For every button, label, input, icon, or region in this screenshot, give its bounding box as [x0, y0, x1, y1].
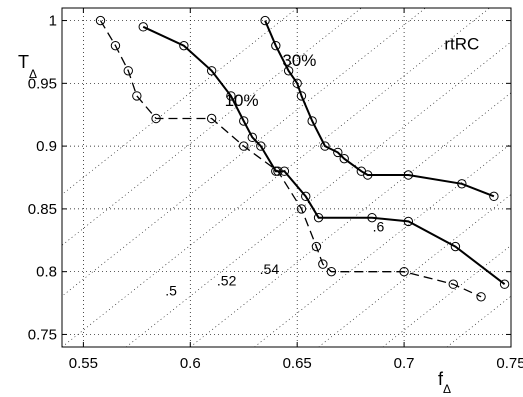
data-point	[110, 40, 121, 51]
data-point	[339, 153, 349, 164]
x-axis-label: fΔ	[438, 369, 451, 396]
y-tick-label: 1	[49, 13, 57, 30]
data-point	[499, 279, 510, 289]
data-point	[367, 212, 377, 223]
data-point	[271, 40, 281, 51]
annotation-label: 30%	[282, 51, 316, 70]
data-point	[301, 191, 311, 202]
data-point	[260, 15, 270, 26]
annotation-label: .54	[260, 261, 280, 277]
series-group	[95, 15, 510, 302]
data-point	[279, 166, 290, 176]
data-point	[307, 116, 317, 126]
data-point	[363, 170, 373, 180]
annotation-label: .52	[217, 272, 237, 288]
series-3	[260, 15, 499, 202]
y-tick-label: 0.9	[36, 138, 57, 155]
data-point	[151, 113, 161, 124]
data-point	[403, 170, 414, 180]
y-tick-label: 0.75	[28, 326, 57, 343]
data-point	[403, 216, 414, 227]
data-point	[95, 15, 106, 26]
data-point	[333, 147, 343, 158]
data-point	[226, 91, 236, 101]
data-point	[489, 191, 499, 202]
contour-line	[62, 8, 426, 297]
y-tick-label: 0.8	[36, 264, 57, 281]
data-point	[457, 179, 467, 189]
x-tick-label: 0.65	[283, 355, 312, 372]
contour-lines	[62, 8, 511, 347]
x-tick-label: 0.55	[69, 355, 98, 372]
series-line	[264, 20, 495, 198]
series-2	[138, 22, 510, 289]
data-point	[399, 266, 409, 277]
data-point	[450, 241, 461, 252]
data-point	[296, 91, 307, 101]
plot-frame	[61, 7, 512, 348]
grid	[62, 8, 511, 347]
data-point	[206, 66, 217, 76]
x-axis-label-sub: Δ	[443, 382, 451, 396]
annotations: rtRC 30% 10% .6 .54 .52 .5	[165, 34, 479, 298]
data-point	[123, 66, 133, 76]
annotation-label: .6	[373, 218, 385, 234]
data-point	[296, 204, 307, 214]
contour-line	[62, 8, 490, 347]
x-tick-label: 0.7	[394, 355, 415, 372]
data-point	[476, 292, 486, 302]
annotation-label: 10%	[225, 91, 259, 110]
contour-line	[125, 41, 511, 347]
annotation-label: .5	[165, 283, 177, 299]
series-line	[142, 25, 506, 285]
data-point	[320, 141, 330, 151]
data-point	[283, 66, 294, 76]
data-point	[132, 91, 142, 101]
contour-line	[62, 8, 298, 195]
contour-line	[62, 8, 362, 246]
data-point	[179, 40, 189, 51]
data-point	[247, 132, 257, 143]
contour-line	[190, 92, 511, 347]
axis-ticks: 0.55 0.6 0.65 0.7 0.75 0.75 0.8 0.85 0.9 0.95 1	[28, 8, 523, 372]
y-tick-label: 0.85	[28, 201, 57, 218]
annotation-label: rtRC	[444, 34, 479, 53]
y-axis-label-main: T	[18, 52, 29, 72]
contour-line	[254, 143, 511, 347]
data-point	[292, 78, 302, 89]
data-point	[256, 141, 266, 151]
y-tick-label: 0.95	[28, 75, 57, 92]
data-point	[326, 266, 337, 277]
y-axis-label-sub: Δ	[29, 67, 37, 81]
y-axis-label: TΔ	[18, 52, 37, 81]
x-tick-label: 0.6	[180, 355, 201, 372]
data-point	[239, 116, 249, 126]
data-point	[311, 241, 322, 252]
data-point	[313, 212, 324, 223]
data-point	[239, 141, 249, 151]
data-point	[138, 22, 148, 32]
x-tick-label: 0.75	[496, 355, 523, 372]
data-point	[318, 259, 328, 269]
data-point	[206, 113, 217, 124]
data-point	[448, 279, 458, 289]
x-axis-label-main: f	[438, 369, 444, 389]
